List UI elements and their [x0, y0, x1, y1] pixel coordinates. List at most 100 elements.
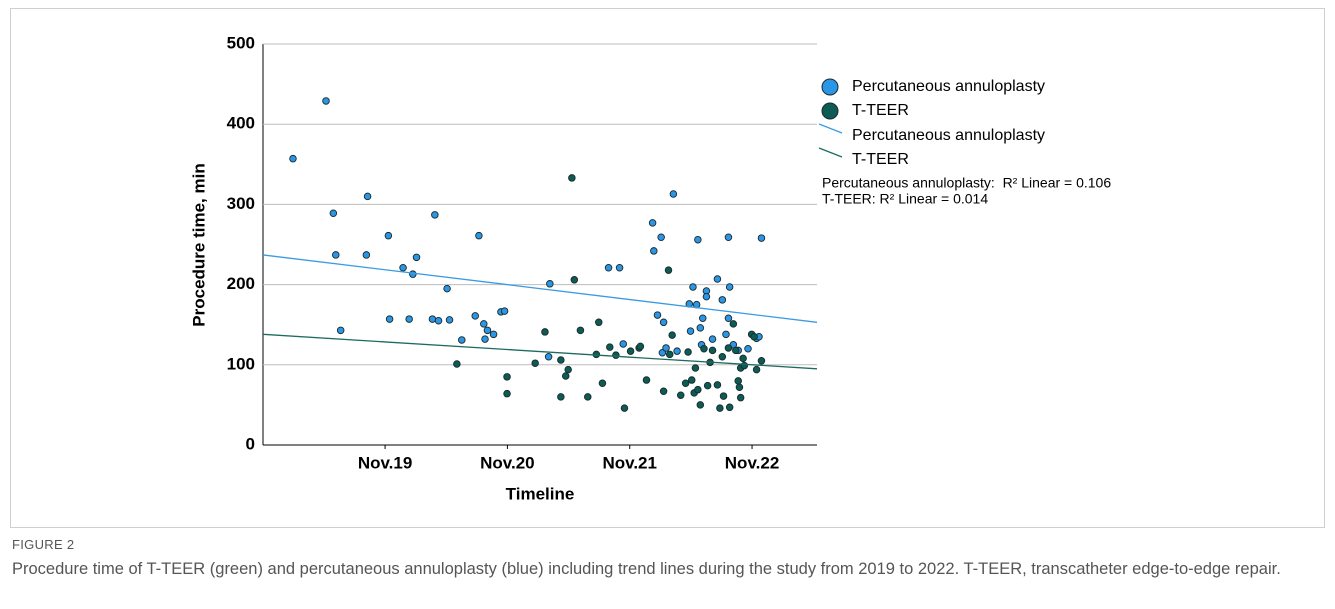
scatter-point [480, 320, 488, 328]
legend-marker [821, 102, 839, 120]
annotation: T-TEER: R² Linear = 0.014 [822, 191, 988, 207]
figure-caption: Procedure time of T-TEER (green) and per… [12, 560, 1281, 578]
legend-label: Percutaneous annuloplasty [852, 127, 1045, 144]
scatter-point [752, 365, 761, 374]
scatter-point [719, 392, 728, 400]
scatter-point [708, 335, 717, 343]
y-tick-label: 100 [227, 354, 255, 373]
scatter-point [724, 314, 733, 323]
scatter-point [636, 342, 645, 351]
scatter-point [612, 351, 620, 359]
legend-marker [821, 78, 839, 96]
chart: Timeline Procedure time, min 0 100 200 300 4… [10, 8, 1325, 528]
scatter-point [557, 356, 565, 364]
scatter-point [336, 326, 345, 335]
scatter-point [626, 347, 635, 355]
scatter-point [570, 276, 579, 284]
scatter-point [725, 283, 734, 291]
scatter-point [662, 344, 670, 352]
scatter-point [598, 379, 607, 387]
scatter-point [595, 318, 603, 327]
scatter-point [729, 320, 738, 328]
scatter-point [458, 336, 466, 344]
scatter-point [329, 209, 338, 217]
scatter-point [568, 174, 576, 182]
scatter-point [696, 324, 705, 332]
scatter-point [606, 343, 614, 351]
scatter-point [750, 332, 758, 341]
annotation: Percutaneous annuloplasty: R² Linear = 0… [822, 175, 1111, 191]
scatter-point [718, 296, 727, 304]
y-tick-label: 300 [227, 194, 255, 213]
scatter-point [694, 385, 702, 394]
scatter-point [531, 359, 539, 367]
scatter-point [584, 393, 592, 401]
scatter-point [289, 154, 297, 163]
scatter-point [541, 328, 549, 336]
scatter-point [732, 346, 740, 355]
scatter-point [696, 401, 705, 409]
scatter-point [653, 311, 662, 319]
legend-line [818, 123, 843, 134]
scatter-point [686, 327, 695, 335]
scatter-point [713, 275, 722, 283]
scatter-point [739, 354, 747, 363]
scatter-point [561, 372, 570, 380]
scatter-point [664, 266, 673, 274]
scatter-point [475, 231, 483, 240]
scatter-point [503, 373, 511, 381]
scatter-point [724, 344, 733, 352]
scatter-point [453, 360, 461, 368]
scatter-point [650, 247, 658, 255]
scatter-point [669, 190, 678, 198]
scatter-point [657, 233, 665, 242]
scatter-point [708, 346, 717, 355]
scatter-point [694, 235, 702, 244]
scatter-point [700, 345, 708, 353]
scatter-point [668, 331, 676, 339]
scatter-point [676, 391, 685, 400]
y-tick-label: 400 [227, 114, 255, 133]
scatter-point [665, 350, 674, 359]
scatter-point [703, 381, 712, 390]
scatter-point [483, 326, 492, 335]
legend-line [818, 147, 843, 158]
scatter-point [681, 379, 690, 387]
scatter-point [434, 316, 443, 325]
scatter-point [687, 376, 696, 384]
scatter-point [699, 314, 707, 323]
legend-label: T-TEER [852, 151, 909, 168]
scatter-point [673, 347, 681, 355]
scatter-point [713, 381, 722, 389]
scatter-point [384, 231, 393, 240]
figure-label: FIGURE 2 [12, 537, 75, 552]
trend-line [262, 333, 818, 370]
scatter-point [735, 383, 744, 392]
scatter-point [725, 403, 734, 412]
scatter-point [619, 340, 627, 348]
scatter-point [322, 97, 330, 105]
scatter-point [744, 345, 752, 353]
y-tick-label: 200 [227, 274, 255, 293]
scatter-point [642, 376, 651, 384]
scatter-point [431, 211, 439, 219]
scatter-point [576, 326, 585, 335]
scatter-point [489, 330, 498, 339]
scatter-point [716, 404, 724, 412]
scatter-point [362, 251, 371, 259]
y-tick-label: 500 [227, 33, 255, 52]
scatter-point [615, 264, 624, 272]
scatter-point [724, 233, 733, 242]
scatter-point [722, 330, 730, 339]
x-axis-title: Timeline [506, 484, 575, 503]
scatter-point [428, 315, 437, 323]
scatter-point [471, 312, 479, 320]
scatter-point [399, 264, 407, 272]
x-tick-label: Nov.19 [358, 453, 413, 472]
scatter-point [702, 292, 711, 301]
scatter-point [412, 253, 421, 262]
x-tick-label: Nov.21 [602, 453, 657, 472]
scatter-point [691, 364, 700, 372]
scatter-point [443, 284, 451, 293]
